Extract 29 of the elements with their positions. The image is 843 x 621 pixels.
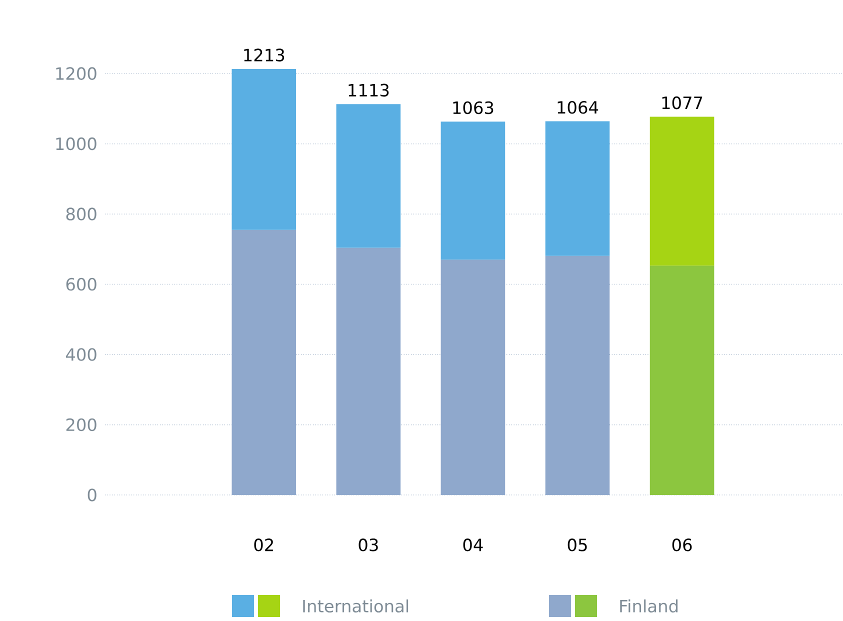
bar <box>336 104 401 248</box>
total-label: 1213 <box>244 48 284 62</box>
y-tick-label: 400 <box>66 348 96 361</box>
y-tick-label: 200 <box>66 418 96 432</box>
bar <box>440 122 506 260</box>
bar <box>650 266 714 495</box>
bar <box>650 116 714 266</box>
x-tick-label: 02 <box>254 538 273 552</box>
y-tick-label: 0 <box>88 488 96 502</box>
total-label: 1113 <box>348 84 389 97</box>
y-tick-label: 600 <box>66 278 96 291</box>
total-label: 1063 <box>453 101 494 114</box>
x-tick-label: 05 <box>568 538 587 552</box>
total-label: 1077 <box>662 96 702 110</box>
total-label: 1064 <box>558 100 598 114</box>
y-tick-label: 1200 <box>56 67 96 80</box>
x-tick-label: 03 <box>358 538 378 552</box>
bar <box>545 121 610 256</box>
bar <box>440 260 506 495</box>
y-tick-label: 1000 <box>56 137 96 150</box>
bar <box>336 248 401 495</box>
bar <box>232 230 296 495</box>
x-tick-label: 06 <box>672 538 692 552</box>
bar <box>232 68 296 230</box>
y-tick-label: 800 <box>66 208 96 220</box>
bar <box>545 256 610 495</box>
legend-label: International <box>303 599 408 613</box>
legend-label: Finland <box>620 599 678 613</box>
x-tick-label: 04 <box>463 538 483 552</box>
